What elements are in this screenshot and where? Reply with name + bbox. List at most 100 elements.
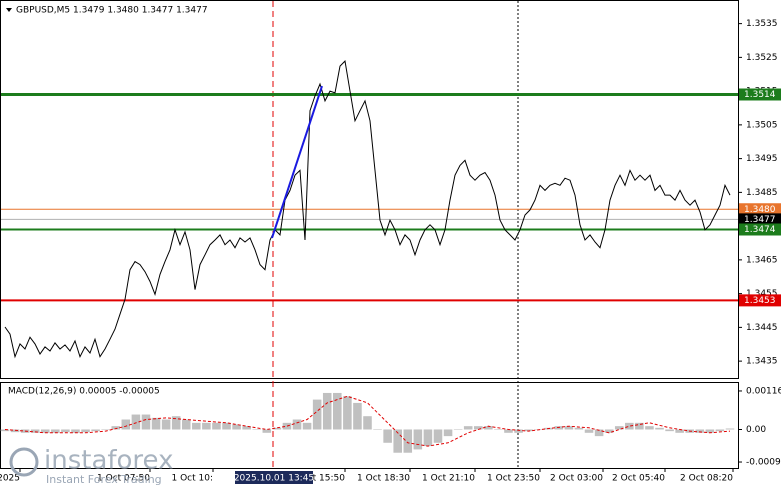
- macd-bar: [141, 414, 151, 430]
- macd-bar: [473, 426, 483, 430]
- x-tick-label: 1 Oct 10:: [172, 474, 214, 484]
- x-highlight-label: 2025.10.01 13:45: [234, 474, 314, 484]
- macd-bar: [353, 402, 362, 430]
- macd-bar: [393, 429, 402, 453]
- chart-title: GBPUSD,M5 1.3479 1.3480 1.3477 1.3477: [16, 6, 208, 16]
- main-panel: [0, 0, 739, 379]
- macd-bar: [10, 429, 20, 433]
- macd-bar: [302, 422, 312, 430]
- macd-bar: [655, 427, 664, 430]
- level-label-box: [739, 88, 781, 101]
- level-label-box: [739, 213, 781, 226]
- y-tick-label: 1.3455: [746, 289, 778, 299]
- macd-bar: [292, 419, 302, 430]
- macd-bar: [443, 429, 453, 437]
- macd-bar: [252, 429, 262, 430]
- macd-title: MACD(12,26,9) 0.00005 -0.00005: [8, 387, 160, 397]
- macd-bar: [453, 429, 463, 430]
- macd-bar: [61, 429, 70, 433]
- macd-bar: [161, 419, 171, 430]
- macd-bar: [725, 428, 735, 430]
- macd-bar: [504, 429, 513, 433]
- macd-bar: [413, 429, 423, 450]
- level-label-box: [739, 223, 781, 236]
- macd-bar: [121, 419, 131, 430]
- macd-bar: [524, 429, 533, 432]
- x-tick-label: 2 Oct 03:00: [550, 474, 603, 484]
- macd-bar: [232, 424, 241, 430]
- level-label-box: [739, 203, 781, 216]
- watermark: instaforex Instant Forex Trading: [9, 446, 173, 486]
- x-tick-label: 1 Oct 07:50: [97, 474, 150, 484]
- macd-bar: [81, 429, 90, 433]
- macd-bar: [131, 414, 141, 430]
- macd-bar: [645, 426, 654, 430]
- menu-arrow: [6, 8, 12, 12]
- y-tick-label: 0.00: [746, 425, 766, 435]
- y-tick-label: 1.3465: [746, 255, 778, 265]
- macd-bar: [705, 429, 715, 433]
- x-tick-label: 1 Oct 23:50: [487, 474, 540, 484]
- y-tick-label: 1.3435: [746, 357, 778, 367]
- x-tick-label: 1 Oct 2025: [0, 474, 20, 484]
- level-label: 1.3477: [744, 215, 776, 225]
- macd-bar: [101, 429, 110, 430]
- macd-bar: [272, 427, 282, 430]
- macd-bar: [463, 426, 473, 430]
- macd-bar: [625, 422, 634, 430]
- y-tick-label: -0.00098: [746, 458, 781, 468]
- macd-bar: [333, 392, 342, 430]
- macd-bar: [343, 396, 352, 430]
- level-label: 1.3474: [744, 225, 776, 235]
- macd-bar: [665, 429, 674, 432]
- macd-bar: [715, 429, 725, 432]
- macd-bar: [574, 427, 584, 430]
- macd-bar: [433, 429, 443, 443]
- macd-bar: [695, 429, 705, 433]
- macd-bar: [363, 416, 372, 430]
- y-tick-label: 1.3505: [746, 120, 778, 130]
- macd-bar: [403, 429, 413, 453]
- level-label: 1.3514: [744, 90, 776, 100]
- price-line: [4, 60, 731, 359]
- macd-bar: [171, 416, 181, 430]
- y-tick-label: 1.3535: [746, 19, 778, 29]
- macd-bar: [423, 429, 433, 447]
- x-tick-label: 1 Oct 15:50: [292, 474, 345, 484]
- macd-bar: [262, 429, 272, 433]
- y-tick-label: 1.3445: [746, 323, 778, 333]
- watermark-brand: instaforex: [44, 446, 173, 476]
- macd-bar: [594, 429, 604, 437]
- macd-bar: [584, 429, 594, 433]
- macd-bar: [212, 422, 221, 430]
- level-label-box: [739, 294, 781, 307]
- macd-bar: [202, 422, 211, 430]
- x-tick-label: 2 Oct 05:40: [612, 474, 665, 484]
- x-tick-label: 2 Oct 08:20: [680, 474, 733, 484]
- macd-bar: [0, 429, 10, 432]
- macd-bar: [635, 422, 644, 430]
- trend-line: [271, 85, 323, 239]
- macd-bar: [30, 429, 40, 433]
- macd-bar: [604, 429, 614, 433]
- macd-bar: [564, 426, 574, 430]
- macd-bar: [222, 422, 231, 430]
- level-label: 1.3453: [744, 296, 776, 306]
- macd-bar: [383, 429, 392, 443]
- x-tick-label: 1 Oct 21:10: [422, 474, 475, 484]
- macd-bar: [282, 422, 292, 430]
- macd-bar: [484, 426, 493, 430]
- macd-bar: [514, 429, 523, 433]
- macd-bar: [322, 392, 332, 430]
- macd-bar: [242, 426, 251, 430]
- macd-bar: [192, 422, 201, 430]
- macd-panel: [0, 382, 739, 469]
- macd-bar: [71, 429, 80, 433]
- y-tick-label: 0.00116: [746, 386, 781, 396]
- x-label-box: [235, 471, 313, 484]
- watermark-slogan: Instant Forex Trading: [46, 473, 162, 486]
- macd-bar: [51, 429, 60, 433]
- macd-bar: [373, 429, 382, 430]
